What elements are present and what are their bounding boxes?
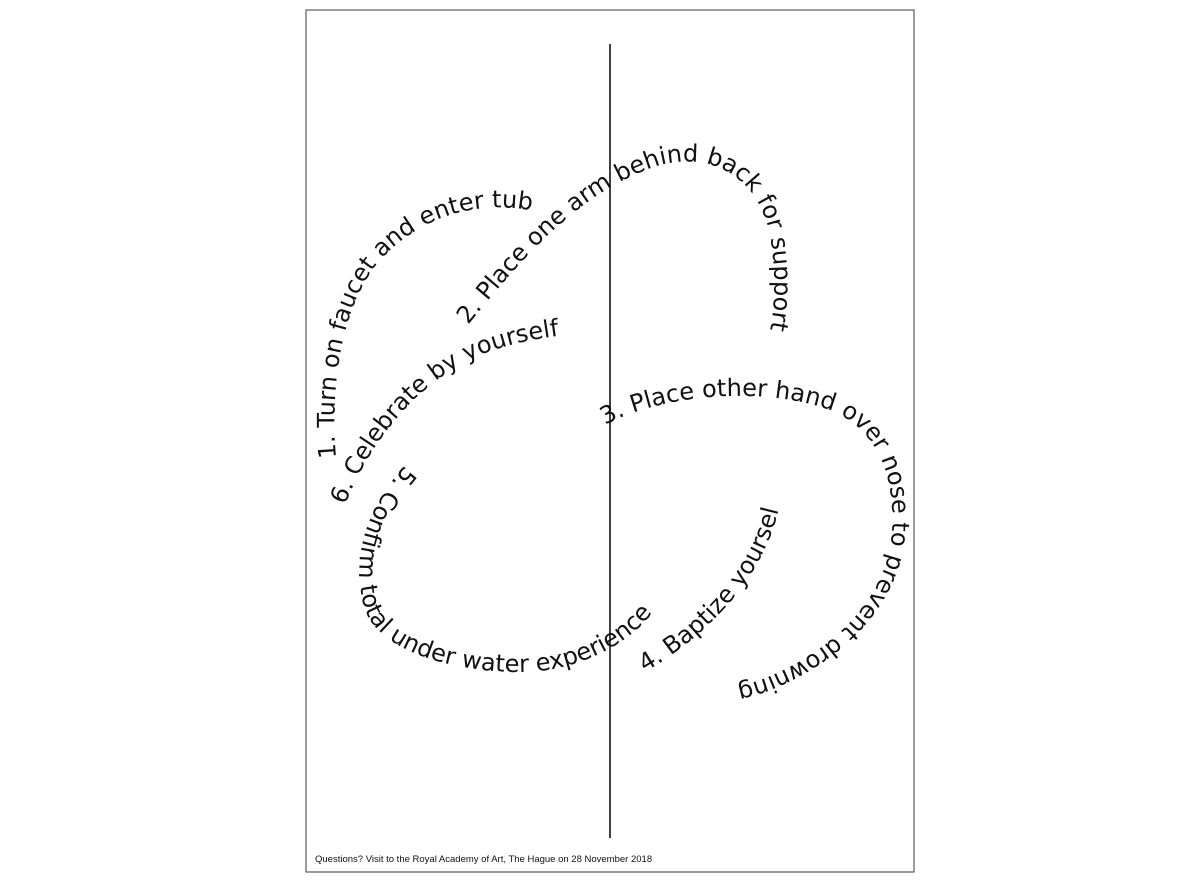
footer-note: Questions? Visit to the Royal Academy of… [315, 854, 652, 865]
